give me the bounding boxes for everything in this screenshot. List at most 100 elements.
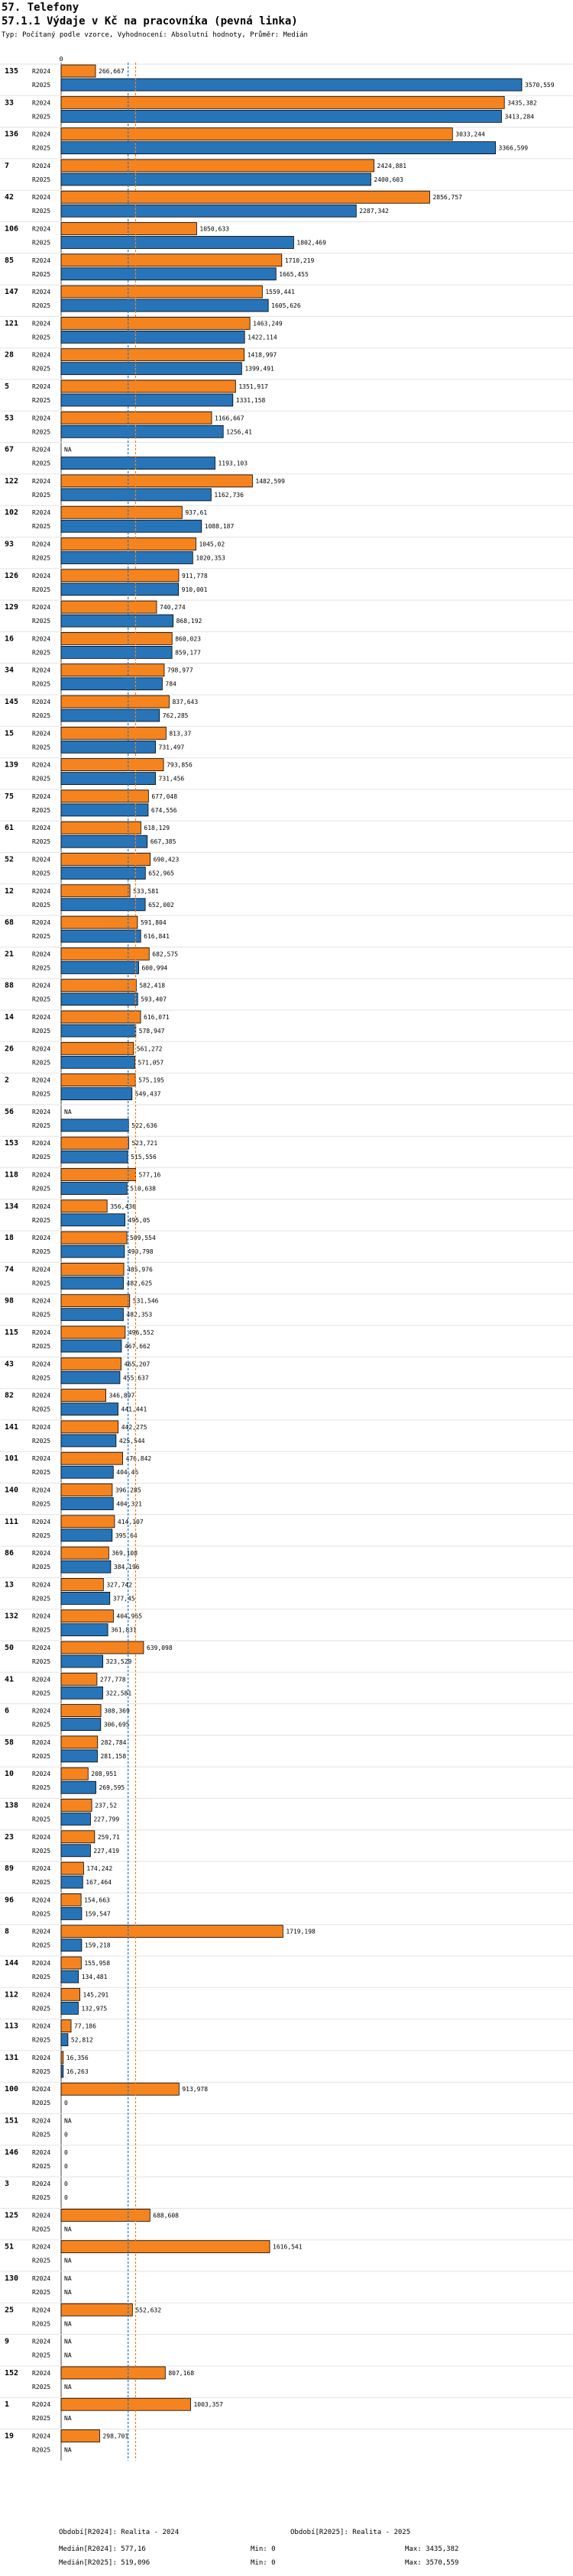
series-label: R2024	[32, 1361, 50, 1367]
series-label: R2025	[32, 649, 50, 656]
series-label: R2024	[32, 793, 50, 800]
series-label: R2024	[32, 1645, 50, 1651]
data-label: 731,497	[159, 744, 185, 751]
bar-r2024	[60, 1735, 99, 1749]
data-label: 465,207	[125, 1361, 151, 1367]
bar-r2024	[60, 1231, 128, 1244]
data-label: 616,841	[144, 933, 170, 940]
data-label: 533,581	[133, 888, 159, 895]
bar-r2025	[60, 1906, 83, 1920]
data-label: 327,742	[106, 1581, 132, 1588]
series-label: R2025	[32, 240, 50, 247]
series-label: R2024	[32, 383, 50, 390]
bar-r2024	[60, 348, 245, 362]
data-label: 682,575	[152, 951, 178, 957]
data-label: 281,158	[100, 1753, 126, 1760]
bar-r2024	[60, 411, 212, 424]
data-label: 1166,667	[215, 415, 244, 421]
category-label: 14	[5, 1013, 14, 1022]
series-label: R2024	[32, 99, 50, 106]
series-label: R2024	[32, 2306, 50, 2313]
data-label: 495,05	[128, 1217, 151, 1224]
data-label: 0	[64, 2181, 68, 2187]
category-label: 112	[5, 1990, 18, 1999]
category-label: 96	[5, 1896, 14, 1904]
data-label: 911,778	[182, 573, 208, 579]
data-label: 266,667	[99, 68, 125, 75]
series-label: R2024	[32, 1613, 50, 1620]
bar-r2025	[60, 78, 523, 92]
category-label: 145	[5, 698, 18, 706]
bar-r2024	[60, 1136, 129, 1150]
bar-r2025	[60, 519, 202, 533]
series-label: R2024	[32, 1203, 50, 1210]
series-label: R2024	[32, 2244, 50, 2251]
data-label: 404,321	[116, 1501, 142, 1508]
category-label: 13	[5, 1580, 14, 1589]
bar-r2025	[60, 929, 141, 943]
series-label: R2025	[32, 1879, 50, 1886]
bar-r2024	[60, 159, 374, 173]
data-label: 3570,559	[525, 82, 555, 89]
category-label: 153	[5, 1139, 18, 1148]
data-label: NA	[64, 2320, 72, 2327]
series-label: R2025	[32, 1690, 50, 1696]
series-label: R2025	[32, 1028, 50, 1035]
data-label: NA	[64, 2275, 72, 2282]
data-label: 414,107	[118, 1519, 144, 1525]
category-label: 115	[5, 1328, 18, 1337]
category-label: 132	[5, 1612, 18, 1621]
data-label: 159,218	[85, 1942, 111, 1949]
category-label: 53	[5, 414, 14, 422]
data-label: 937,61	[185, 509, 207, 516]
data-label: 523,721	[131, 1140, 157, 1147]
category-label: 16	[5, 634, 14, 643]
data-label: 1088,187	[205, 523, 235, 530]
data-label: 482,353	[126, 1312, 152, 1319]
bar-r2024	[60, 1799, 92, 1812]
data-label: 868,192	[176, 618, 202, 625]
bar-r2025	[60, 2001, 79, 2015]
bar-r2025	[60, 834, 148, 848]
bar-r2025	[60, 1244, 125, 1258]
data-label: 145,291	[83, 1991, 109, 1998]
series-label: R2025	[32, 492, 50, 499]
bar-r2025	[60, 1970, 79, 1984]
bar-r2024	[60, 1767, 89, 1780]
category-label: 88	[5, 982, 14, 990]
series-label: R2024	[32, 68, 50, 75]
series-label: R2025	[32, 618, 50, 625]
series-label: R2024	[32, 1045, 50, 1052]
series-label: R2025	[32, 1658, 50, 1665]
bar-r2024	[60, 2397, 191, 2411]
series-label: R2024	[32, 2401, 50, 2408]
data-label: 813,37	[169, 730, 191, 737]
series-label: R2025	[32, 1942, 50, 1949]
bar-r2024	[60, 569, 180, 583]
data-label: 404,46	[116, 1469, 138, 1476]
data-label: 1256,41	[226, 428, 252, 435]
series-label: R2025	[32, 2320, 50, 2327]
data-label: 323,529	[106, 1658, 132, 1665]
data-label: 298,701	[102, 2433, 128, 2440]
data-label: 3413,284	[504, 113, 534, 120]
data-label: 1422,114	[248, 334, 277, 341]
bar-r2025	[60, 1875, 83, 1889]
data-label: 0	[64, 2194, 68, 2201]
series-label: R2024	[32, 1077, 50, 1084]
bar-r2024	[60, 758, 164, 771]
bar-r2025	[60, 1813, 91, 1825]
series-label: R2025	[32, 1154, 50, 1160]
bar-r2025	[60, 1749, 98, 1763]
bar-r2024	[60, 1483, 113, 1496]
data-label: 510,638	[130, 1186, 156, 1193]
series-label: R2025	[32, 271, 50, 278]
series-label: R2024	[32, 1329, 50, 1336]
bar-r2024	[60, 821, 141, 834]
series-label: R2025	[32, 366, 50, 373]
bar-r2024	[60, 2303, 133, 2316]
bar-r2024	[60, 1420, 119, 1434]
series-label: R2025	[32, 1091, 50, 1098]
data-label: 837,643	[172, 699, 198, 705]
data-label: 132,975	[81, 2005, 107, 2012]
